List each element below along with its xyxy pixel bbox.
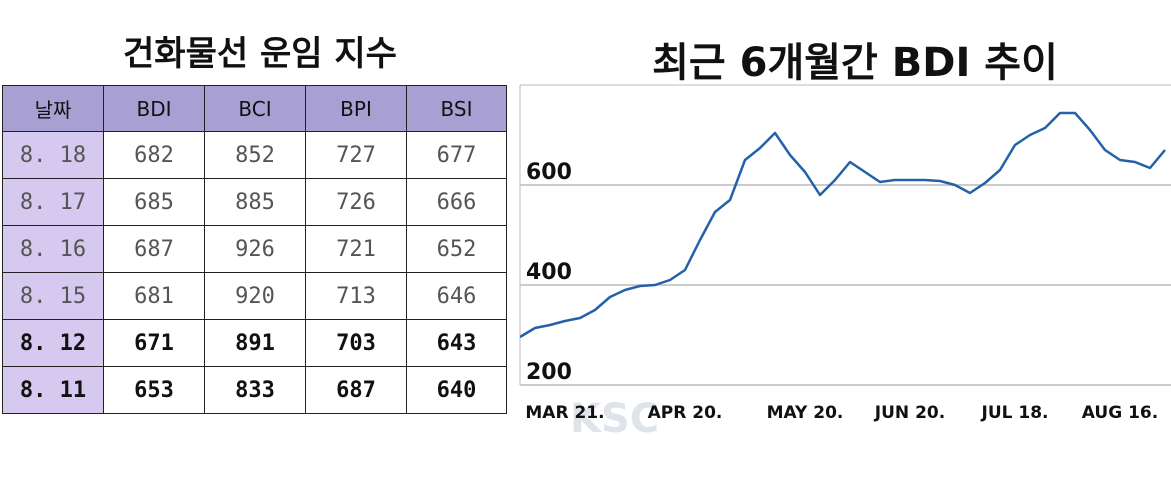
x-tick-label: APR 20. [648,403,723,423]
date-cell: 8. 17 [2,178,104,226]
header-cell: BDI [103,85,205,132]
line [520,111,1166,339]
value-cell: 852 [204,131,306,179]
watermark: KSC [570,396,659,442]
value-cell: 833 [204,366,306,414]
x-tick-label: MAR 21. [525,403,604,423]
x-tick-label: JUN 20. [874,403,945,423]
value-cell: 685 [103,178,205,226]
x-tick-label: MAY 20. [767,403,844,423]
header-cell: 날짜 [2,85,104,132]
table-title: 건화물선 운임 지수 [123,34,397,74]
y-tick-label: 600 [526,160,572,185]
date-cell: 8. 16 [2,225,104,273]
x-tick-label: AUG 16. [1082,403,1158,423]
value-cell: 640 [406,366,507,414]
date-cell: 8. 12 [2,319,104,367]
x-tick-label: JUL 18. [981,403,1049,423]
chart-title: 최근 6개월간 BDI 추이 [652,40,1058,86]
date-cell: 8. 15 [2,272,104,320]
header-cell: BPI [305,85,407,132]
y-tick-label: 400 [526,260,572,285]
value-cell: 687 [305,366,407,414]
header-cell: BSI [406,85,507,132]
date-cell: 8. 11 [2,366,104,414]
value-cell: 666 [406,178,507,226]
date-cell: 8. 18 [2,131,104,179]
y-tick-label: 200 [526,360,572,385]
